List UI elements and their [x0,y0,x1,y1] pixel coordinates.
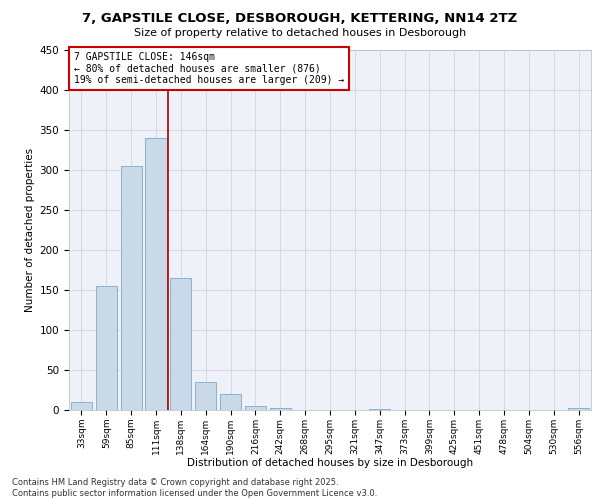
Bar [96,286,117,410]
Bar [220,394,241,410]
Bar [195,382,216,410]
Text: Size of property relative to detached houses in Desborough: Size of property relative to detached ho… [134,28,466,38]
Bar [121,166,142,410]
Bar [270,408,291,410]
Text: 7 GAPSTILE CLOSE: 146sqm
← 80% of detached houses are smaller (876)
19% of semi-: 7 GAPSTILE CLOSE: 146sqm ← 80% of detach… [74,52,344,85]
X-axis label: Distribution of detached houses by size in Desborough: Distribution of detached houses by size … [187,458,473,468]
Bar [145,138,167,410]
Y-axis label: Number of detached properties: Number of detached properties [25,148,35,312]
Text: Contains HM Land Registry data © Crown copyright and database right 2025.
Contai: Contains HM Land Registry data © Crown c… [12,478,377,498]
Bar [71,402,92,410]
Text: 7, GAPSTILE CLOSE, DESBOROUGH, KETTERING, NN14 2TZ: 7, GAPSTILE CLOSE, DESBOROUGH, KETTERING… [82,12,518,26]
Bar [568,408,589,410]
Bar [369,409,390,410]
Bar [170,278,191,410]
Bar [245,406,266,410]
